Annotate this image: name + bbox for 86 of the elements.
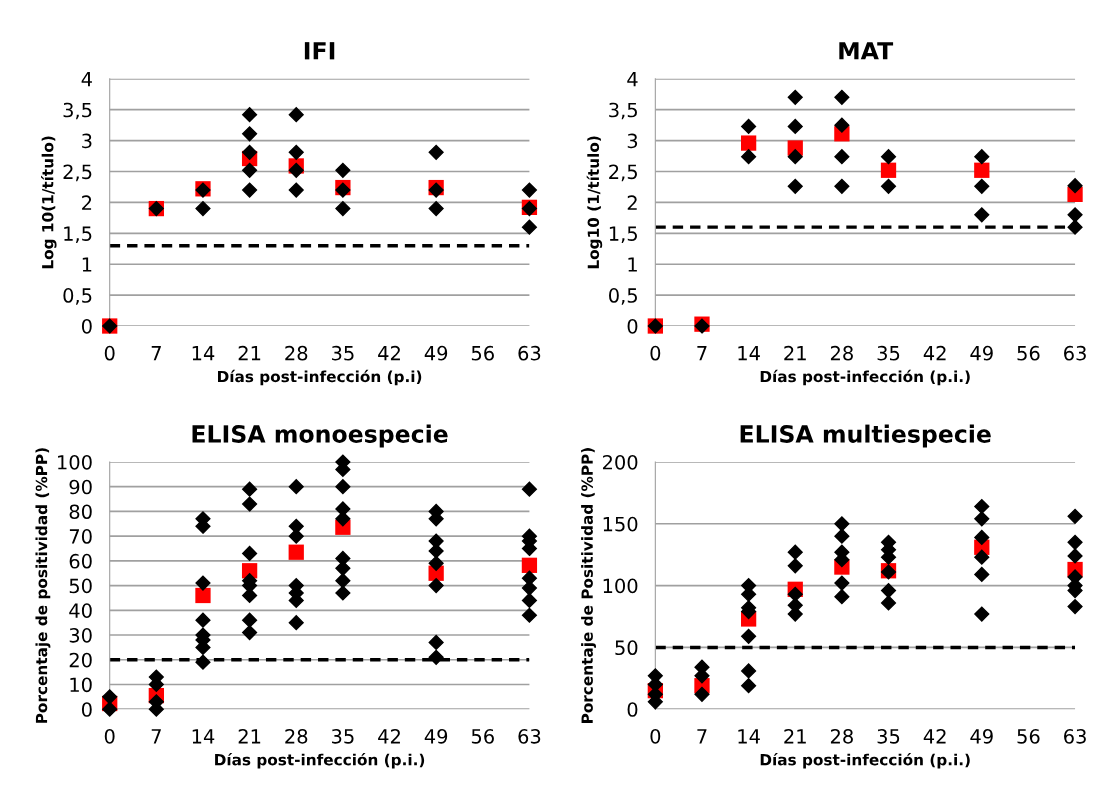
- x-tick-label: 42: [923, 345, 946, 361]
- y-tick-label: 4: [81, 72, 92, 87]
- x-tick-label: 7: [151, 729, 161, 744]
- x-tick-label: 56: [1017, 345, 1040, 361]
- x-tick-label: 56: [1017, 728, 1040, 744]
- y-tick-label: 2: [627, 195, 637, 210]
- y-tick-label: 1: [82, 257, 92, 272]
- y-tick-label: 100: [58, 454, 92, 470]
- y-tick-label: 50: [69, 578, 92, 594]
- y-tick-label: 80: [69, 504, 92, 520]
- y-tick-label: 2,5: [609, 164, 637, 182]
- y-tick-label: 0: [627, 702, 638, 717]
- x-tick-label: 35: [877, 728, 900, 744]
- y-tick-label: 1,5: [64, 226, 92, 243]
- x-tick-label: 14: [738, 729, 760, 744]
- y-tick-label: 20: [69, 652, 92, 668]
- x-tick-label: 28: [830, 345, 853, 361]
- x-tick-label: 0: [104, 728, 115, 744]
- y-axis-title: Log10 (1/título): [586, 136, 603, 269]
- x-tick-label: 28: [285, 345, 308, 361]
- x-tick-label: 42: [378, 345, 400, 361]
- x-tick-label: 7: [151, 346, 161, 361]
- y-axis-title: Porcentaje de Positividad (%PP): [581, 448, 596, 723]
- y-tick-label: 90: [69, 479, 92, 495]
- x-tick-label: 49: [424, 728, 448, 744]
- x-tick-label: 63: [1064, 728, 1086, 744]
- x-tick-label: 14: [738, 346, 760, 361]
- chart-title: ELISA monoespecie: [192, 424, 448, 448]
- y-tick-label: 50: [615, 640, 638, 656]
- x-tick-label: 49: [424, 345, 448, 361]
- y-tick-label: 0: [627, 318, 638, 334]
- x-axis-title: Días post-infección (p.i.): [215, 753, 425, 769]
- x-tick-label: 14: [192, 346, 215, 361]
- y-tick-label: 2: [82, 195, 92, 210]
- x-tick-label: 42: [378, 728, 400, 744]
- y-tick-label: 40: [69, 603, 92, 618]
- y-tick-label: 150: [603, 516, 638, 532]
- y-tick-label: 60: [69, 553, 92, 569]
- x-tick-label: 63: [518, 728, 541, 744]
- y-tick-label: 200: [602, 454, 638, 470]
- chart-title: ELISA multiespecie: [740, 424, 991, 448]
- y-tick-label: 0: [81, 318, 92, 334]
- x-tick-label: 56: [471, 728, 494, 744]
- x-tick-label: 28: [830, 728, 853, 744]
- y-tick-label: 3,5: [609, 102, 637, 120]
- y-axis-title: Porcentaje de positividad (%PP): [35, 448, 51, 723]
- x-tick-label: 49: [970, 728, 993, 744]
- x-tick-label: 21: [238, 345, 261, 361]
- x-tick-label: 14: [192, 729, 215, 744]
- x-tick-label: 21: [784, 728, 806, 744]
- y-tick-label: 100: [603, 578, 638, 594]
- y-tick-label: 0,5: [63, 288, 92, 305]
- x-tick-label: 35: [331, 728, 354, 744]
- y-tick-label: 1: [628, 257, 637, 272]
- x-tick-label: 49: [970, 345, 993, 361]
- x-tick-label: 63: [518, 345, 541, 361]
- x-tick-label: 56: [471, 345, 494, 361]
- x-tick-label: 35: [877, 345, 900, 361]
- x-tick-label: 21: [238, 728, 261, 744]
- x-tick-label: 42: [923, 728, 946, 744]
- chart-title: MAT: [839, 42, 894, 60]
- x-tick-label: 28: [285, 728, 308, 744]
- x-tick-label: 21: [784, 345, 806, 361]
- x-axis-title: Días post-infección (p.i.): [760, 753, 970, 769]
- y-tick-label: 0,5: [609, 288, 637, 305]
- x-tick-label: 0: [104, 345, 115, 361]
- x-tick-label: 7: [697, 729, 707, 744]
- x-tick-label: 0: [650, 345, 661, 361]
- x-tick-label: 35: [331, 345, 354, 361]
- y-tick-label: 30: [69, 627, 92, 643]
- y-tick-label: 0: [81, 702, 92, 717]
- y-tick-label: 3,5: [63, 102, 92, 120]
- y-tick-label: 70: [69, 529, 92, 544]
- y-tick-label: 3: [82, 133, 92, 149]
- y-tick-label: 3: [627, 133, 638, 149]
- x-tick-label: 0: [650, 728, 661, 744]
- y-tick-label: 4: [627, 72, 638, 87]
- x-axis-title: Días post-infección (p.i): [218, 369, 422, 386]
- y-tick-label: 10: [70, 677, 92, 693]
- y-tick-label: 2,5: [63, 164, 92, 182]
- chart-title: IFI: [304, 42, 335, 60]
- y-axis-title: Log 10(1/título): [41, 136, 57, 269]
- x-axis-title: Días post-infección (p.i.): [760, 369, 970, 386]
- y-tick-label: 1,5: [609, 226, 637, 243]
- x-tick-label: 63: [1064, 345, 1086, 361]
- x-tick-label: 7: [697, 346, 707, 361]
